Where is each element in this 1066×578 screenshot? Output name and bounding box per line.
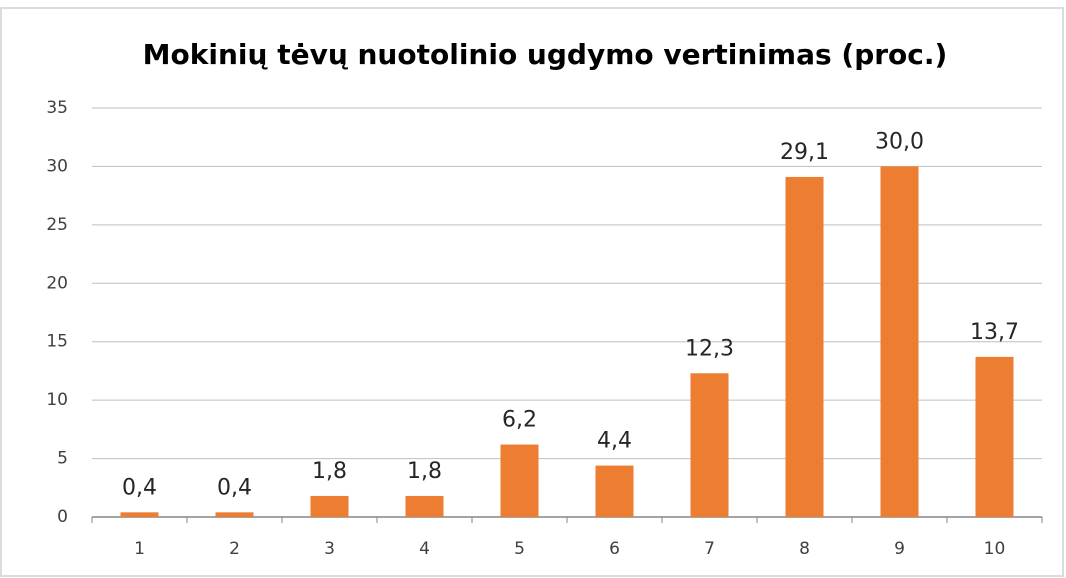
y-tick-label: 15 <box>46 332 68 352</box>
y-tick-label: 10 <box>46 390 68 410</box>
bar <box>405 495 444 517</box>
y-tick-label: 5 <box>57 449 68 469</box>
data-label: 12,3 <box>685 336 734 361</box>
data-label: 13,7 <box>970 320 1019 345</box>
y-tick-label: 30 <box>46 156 68 176</box>
data-label: 0,4 <box>122 475 157 500</box>
x-tick-label: 3 <box>324 539 335 559</box>
data-label: 4,4 <box>597 429 632 454</box>
bar <box>310 495 349 517</box>
bar <box>785 176 824 517</box>
x-tick-label: 9 <box>894 539 905 559</box>
bar <box>215 512 254 517</box>
x-tick-label: 6 <box>609 539 620 559</box>
data-label: 6,2 <box>502 408 537 433</box>
y-tick-label: 25 <box>46 215 68 235</box>
x-tick-label: 10 <box>984 539 1006 559</box>
bar <box>975 356 1014 517</box>
x-tick-label: 2 <box>229 539 240 559</box>
bar <box>690 373 729 517</box>
bar <box>595 465 634 517</box>
x-tick-label: 7 <box>704 539 715 559</box>
data-label: 1,8 <box>312 459 347 484</box>
y-tick-label: 0 <box>57 507 68 527</box>
data-label: 0,4 <box>217 475 252 500</box>
chart-title: Mokinių tėvų nuotolinio ugdymo vertinima… <box>143 38 948 71</box>
bar <box>120 512 159 517</box>
data-label: 30,0 <box>875 129 924 154</box>
bar <box>880 166 919 517</box>
x-tick-label: 1 <box>134 539 145 559</box>
y-tick-label: 35 <box>46 98 68 118</box>
data-label: 29,1 <box>780 140 829 165</box>
x-tick-label: 5 <box>514 539 525 559</box>
data-label: 1,8 <box>407 459 442 484</box>
y-tick-label: 20 <box>46 273 68 293</box>
bar <box>500 444 539 517</box>
x-tick-label: 8 <box>799 539 810 559</box>
x-tick-label: 4 <box>419 539 430 559</box>
